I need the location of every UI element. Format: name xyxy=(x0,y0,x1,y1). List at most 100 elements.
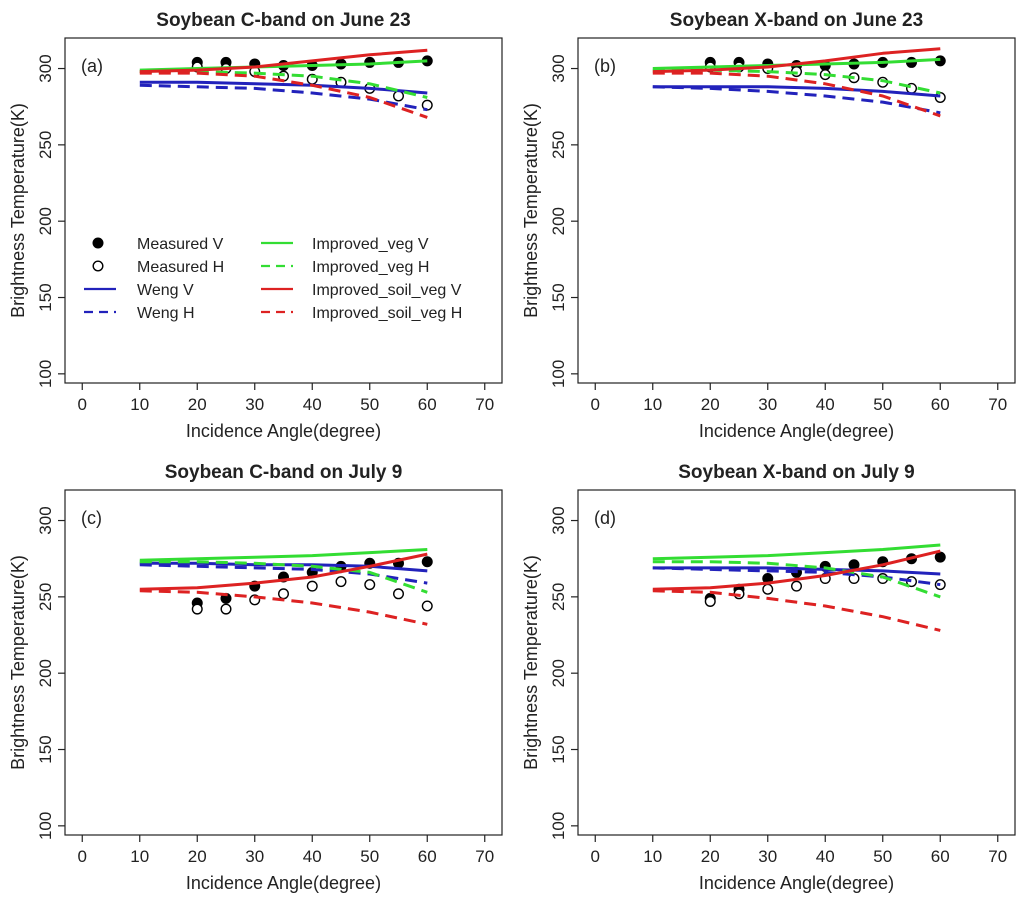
panel-b-x-tick-label: 0 xyxy=(591,395,600,414)
panel-c-series-improved-veg-h-line xyxy=(139,560,428,594)
panel-a-legend-item-improved-soil-veg-v-label: Improved_soil_veg V xyxy=(312,282,462,299)
panel-a-legend-item-weng-h-label: Weng H xyxy=(137,305,195,322)
panel-c-series-weng-h-line xyxy=(139,563,428,585)
panel-a-y-tick-label: 150 xyxy=(36,283,55,311)
panel-d-y-tick-label: 250 xyxy=(549,583,568,611)
panel-d-series-improved-soil-veg-h-line xyxy=(652,589,941,632)
panel-b-title: Soybean X-band on June 23 xyxy=(670,10,923,31)
panel-d-x-tick-label: 20 xyxy=(701,847,720,866)
panel-a-legend-item-improved-veg-h-label: Improved_veg H xyxy=(312,259,429,276)
panel-b-x-tick-label: 30 xyxy=(758,395,777,414)
panel-d-series-measured-h-point xyxy=(791,580,803,592)
panel-d-x-tick-label: 40 xyxy=(816,847,835,866)
panel-a-series-improved-soil-veg-v-line xyxy=(139,48,428,74)
panel-a-legend-item-measured-h-label: Measured H xyxy=(137,259,224,276)
panel-b-series-weng-h-line xyxy=(652,85,941,115)
panel-a-series-weng-h-line xyxy=(139,83,428,112)
panel-a-title: Soybean C-band on June 23 xyxy=(156,10,410,31)
panel-c-series-measured-h-point xyxy=(278,588,290,600)
panel-d-y-tick-label: 300 xyxy=(549,506,568,534)
panel-d-series-improved-soil-veg-v-line xyxy=(652,549,941,591)
panel-d-series-measured-v-point xyxy=(934,551,946,563)
panel-d-series-measured-h-point xyxy=(704,595,716,607)
panel-c-x-axis-label: Incidence Angle(degree) xyxy=(186,873,381,893)
panel-a-x-tick-label: 10 xyxy=(130,395,149,414)
panel-c: Soybean C-band on July 9 (c) 0 10 20 30 40 50 60… xyxy=(8,462,503,893)
panel-a-x-tick-label: 50 xyxy=(360,395,379,414)
panel-b-x-tick-label: 20 xyxy=(701,395,720,414)
panel-b-x-tick-label: 70 xyxy=(988,395,1007,414)
panel-a-y-tick-label: 100 xyxy=(36,360,55,388)
panel-d-x-tick-label: 70 xyxy=(988,847,1007,866)
panel-d-series-measured-h-point xyxy=(762,583,774,595)
panel-b-y-tick-label: 100 xyxy=(549,360,568,388)
panel-b-y-tick-label: 300 xyxy=(549,54,568,82)
panel-a-y-axis-label: Brightness Temperature(K) xyxy=(8,103,28,318)
panel-b-x-tick-label: 10 xyxy=(643,395,662,414)
panel-d-y-tick-label: 200 xyxy=(549,659,568,687)
panel-c-series-measured-h-point xyxy=(191,603,203,615)
panel-c-y-tick-label: 200 xyxy=(36,659,55,687)
panel-a-x-tick-label: 30 xyxy=(245,395,264,414)
panel-c-series-improved-soil-veg-v-line xyxy=(139,552,428,591)
panel-c-y-tick-label: 100 xyxy=(36,812,55,840)
panel-c-x-tick-label: 30 xyxy=(245,847,264,866)
panel-d-plot-frame xyxy=(577,489,1016,836)
panel-a-series-measured-h-point xyxy=(393,90,405,102)
panel-d-x-tick-label: 50 xyxy=(873,847,892,866)
panel-a-x-tick-label: 70 xyxy=(475,395,494,414)
panel-b-y-tick-label: 150 xyxy=(549,283,568,311)
panel-d-label: (d) xyxy=(594,508,616,528)
panel-c-x-tick-label: 50 xyxy=(360,847,379,866)
panel-b-x-tick-label: 40 xyxy=(816,395,835,414)
panel-a-legend-item-measured-h-symbol xyxy=(92,260,104,272)
panel-b-y-axis-label: Brightness Temperature(K) xyxy=(521,103,541,318)
panel-b-y-tick-label: 250 xyxy=(549,131,568,159)
panel-a-label: (a) xyxy=(81,56,103,76)
panel-a-series-improved-veg-v-line xyxy=(139,59,428,72)
panel-c-x-tick-label: 40 xyxy=(303,847,322,866)
panel-c-x-tick-label: 70 xyxy=(475,847,494,866)
panel-a-legend: Measured V Measured H Weng V Weng H Improved… xyxy=(84,236,462,322)
panel-b-x-tick-label: 50 xyxy=(873,395,892,414)
panel-d-y-tick-label: 100 xyxy=(549,812,568,840)
panel-c-title: Soybean C-band on July 9 xyxy=(165,462,403,483)
panel-c-series-measured-h-point xyxy=(421,600,433,612)
panel-a-legend-item-measured-v-symbol xyxy=(92,237,104,249)
panel-b-plot-frame xyxy=(577,37,1016,384)
panel-a-series-improved-soil-veg-h-line xyxy=(139,71,428,119)
panel-d-y-axis-label: Brightness Temperature(K) xyxy=(521,555,541,770)
panel-b-series-improved-soil-veg-h-line xyxy=(652,71,941,118)
panel-a-x-tick-label: 0 xyxy=(78,395,87,414)
panel-c-y-tick-label: 300 xyxy=(36,506,55,534)
panel-a: Soybean C-band on June 23 (a) 0 10 20 30 40 50 6… xyxy=(8,10,503,441)
panel-d-x-axis-label: Incidence Angle(degree) xyxy=(699,873,894,893)
panel-b-series-improved-soil-veg-v-line xyxy=(652,47,941,74)
panel-b-label: (b) xyxy=(594,56,616,76)
panel-c-series-measured-h-point xyxy=(364,579,376,591)
panel-c-x-tick-label: 10 xyxy=(130,847,149,866)
panel-a-x-tick-label: 20 xyxy=(188,395,207,414)
panel-b-y-tick-label: 200 xyxy=(549,207,568,235)
panel-a-legend-item-improved-soil-veg-h-label: Improved_soil_veg H xyxy=(312,305,462,322)
panel-a-plot-frame xyxy=(64,37,503,384)
panel-c-x-tick-label: 60 xyxy=(418,847,437,866)
panel-a-x-axis-label: Incidence Angle(degree) xyxy=(186,421,381,441)
panel-d-x-tick-label: 10 xyxy=(643,847,662,866)
panel-c-series-measured-h-point xyxy=(335,576,347,588)
panel-a-series-weng-v-line xyxy=(139,80,428,95)
panel-c-series-measured-h-point xyxy=(393,588,405,600)
panel-a-y-tick-label: 200 xyxy=(36,207,55,235)
panel-d: Soybean X-band on July 9 (d) 0 10 20 30 40 50 60… xyxy=(521,462,1016,893)
panel-b-x-tick-label: 60 xyxy=(931,395,950,414)
panel-c-y-axis-label: Brightness Temperature(K) xyxy=(8,555,28,770)
panel-d-x-tick-label: 60 xyxy=(931,847,950,866)
panel-c-x-tick-label: 0 xyxy=(78,847,87,866)
panel-a-legend-item-measured-v-label: Measured V xyxy=(137,236,224,253)
panel-a-x-tick-label: 60 xyxy=(418,395,437,414)
panel-d-series-improved-veg-v-line xyxy=(652,543,941,561)
panel-c-y-tick-label: 250 xyxy=(36,583,55,611)
panel-a-legend-item-improved-veg-v-label: Improved_veg V xyxy=(312,236,429,253)
panel-c-x-tick-label: 20 xyxy=(188,847,207,866)
